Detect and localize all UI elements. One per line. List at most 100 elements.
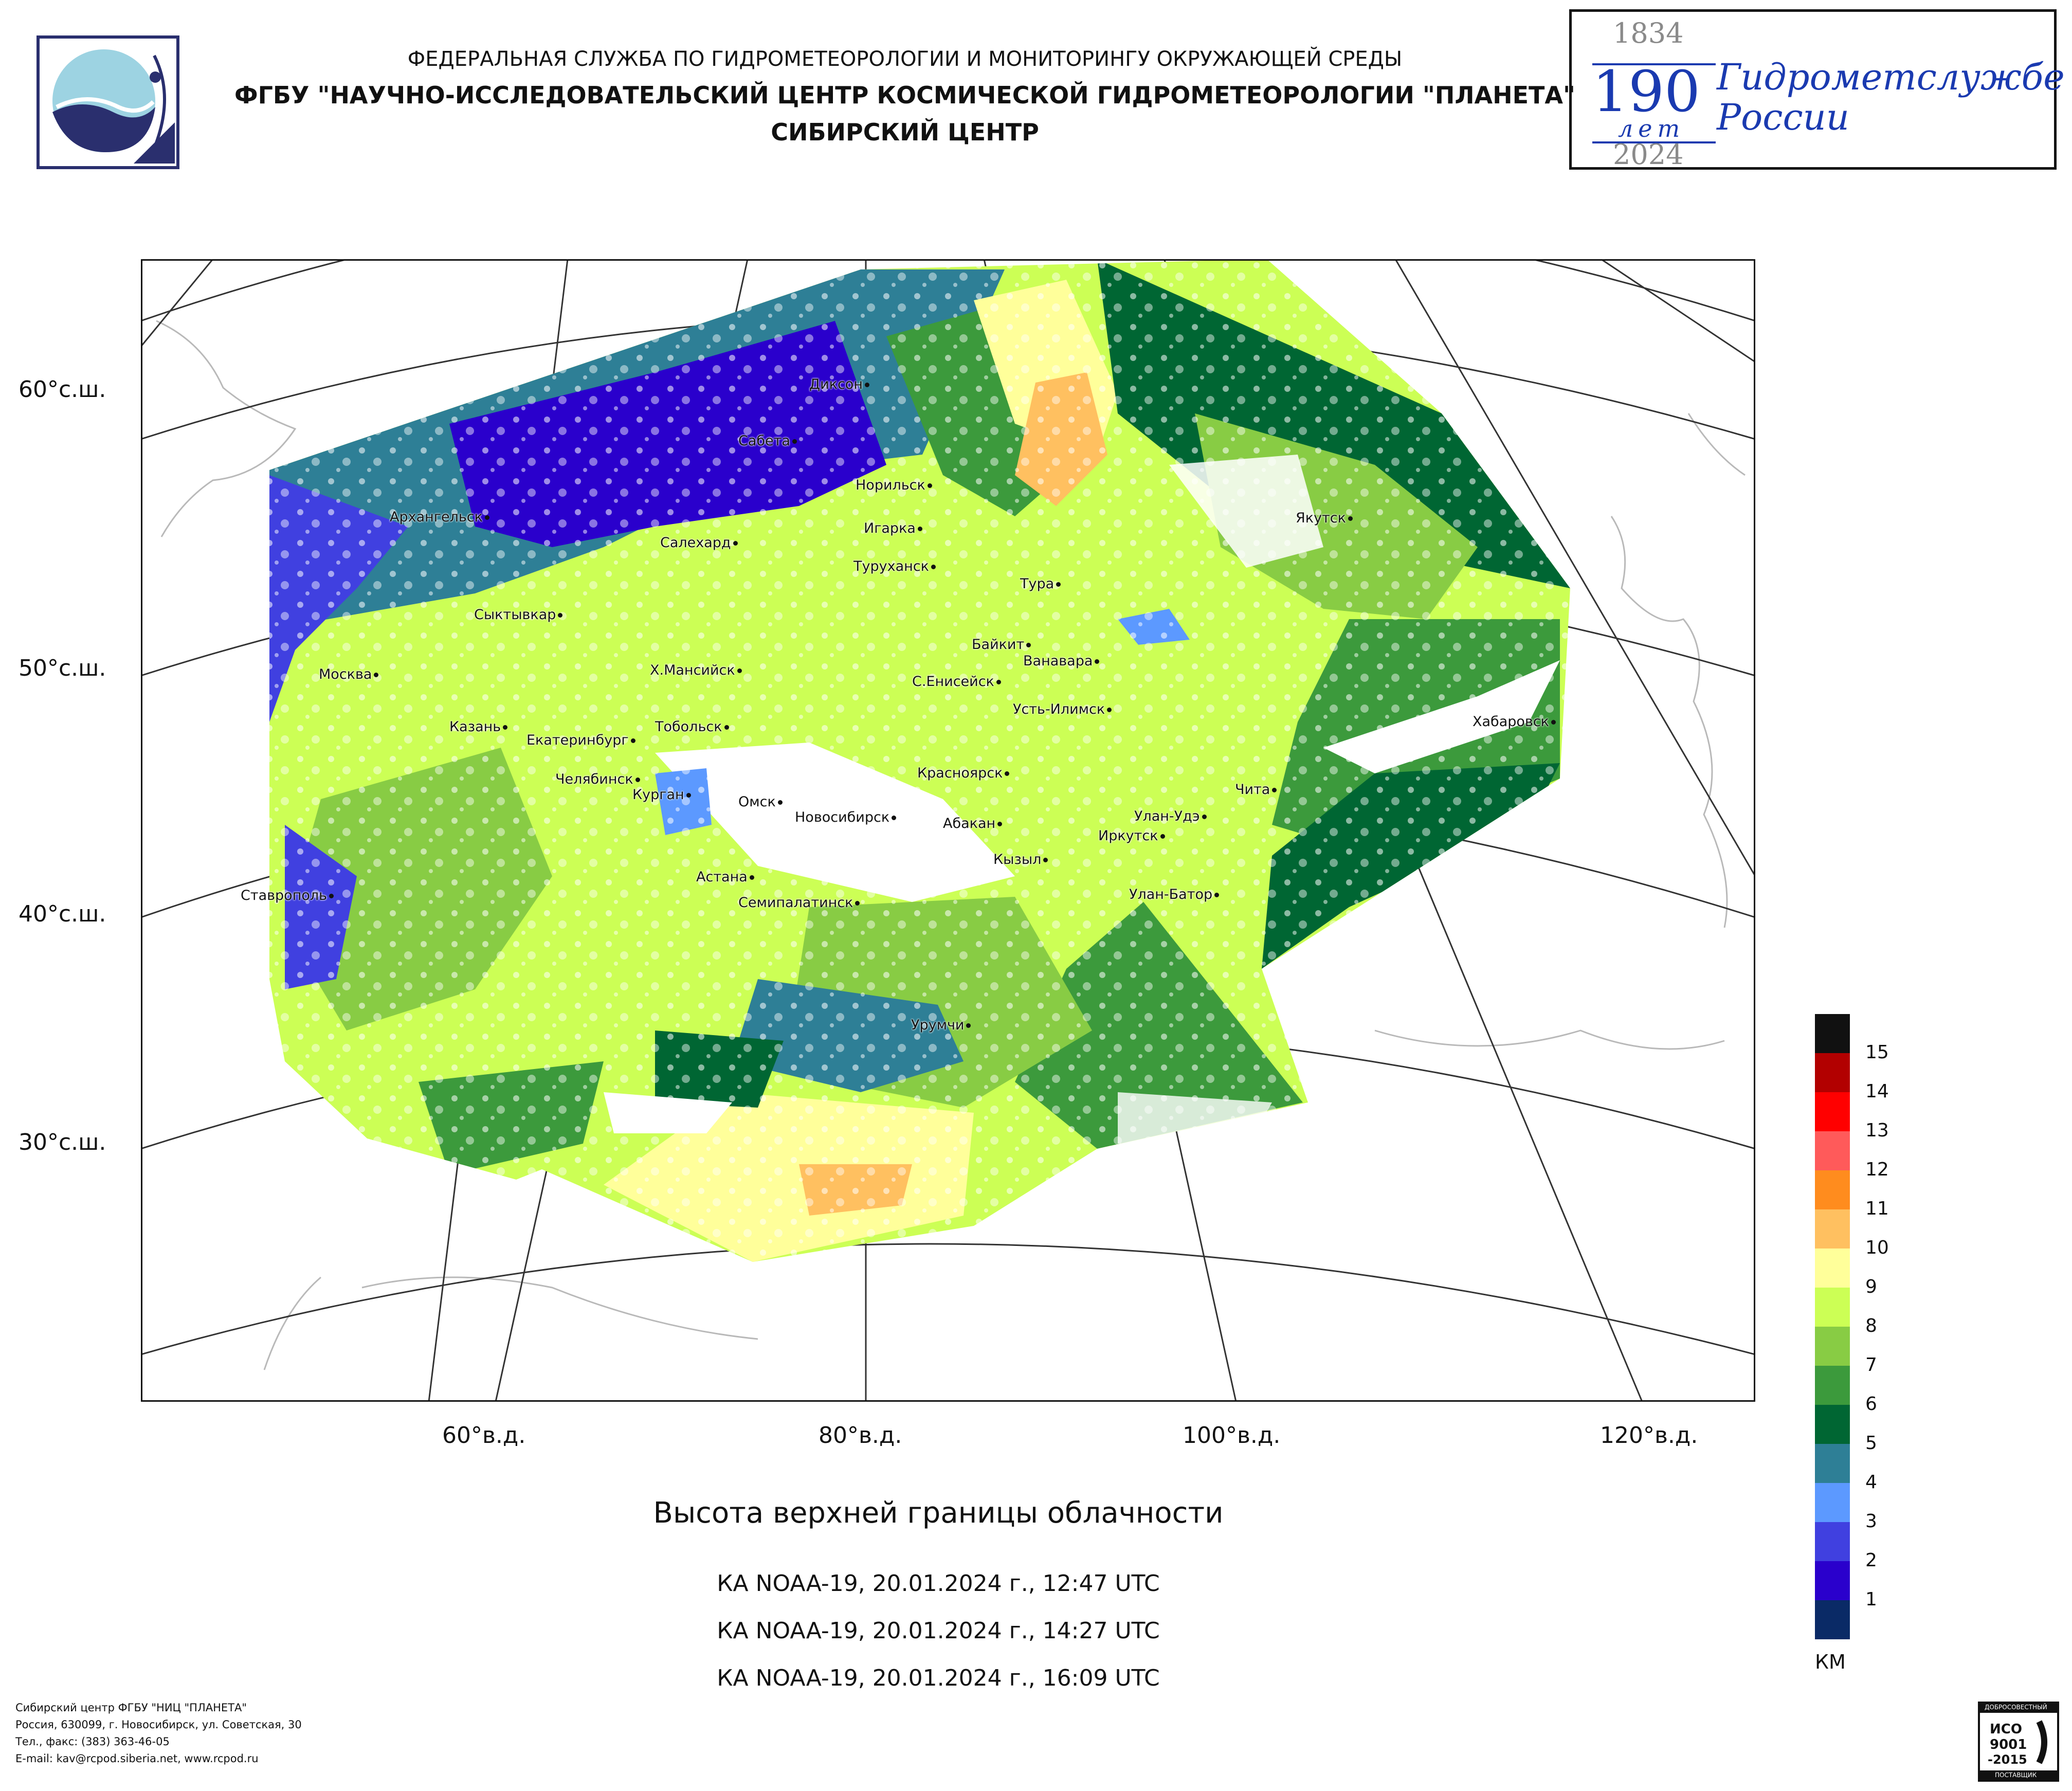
legend-label-6: 6 [1865, 1394, 1877, 1415]
legend-swatch-9 [1815, 1249, 1850, 1288]
planeta-logo [36, 35, 180, 170]
city-label-dikson: Диксон [809, 376, 869, 392]
cert-bottom: ПОСТАВЩИК [1995, 1771, 2037, 1779]
city-label-arkhangelsk: Архангельск [390, 509, 489, 525]
lon-label-60: 60°в.д. [442, 1422, 526, 1449]
city-label-novosibirsk: Новосибирск [795, 809, 897, 825]
city-label-norilsk: Норильск [856, 477, 932, 493]
legend-swatch-3 [1815, 1483, 1850, 1522]
city-label-chelyabinsk: Челябинск [555, 771, 640, 787]
footer-org: Сибирский центр ФГБУ "НИЦ "ПЛАНЕТА" [15, 1702, 247, 1714]
city-label-semipalatinsk: Семипалатинск [738, 895, 860, 911]
header-center: СИБИРСКИЙ ЦЕНТР [771, 118, 1039, 146]
iso-cert-badge: ДОБРОСОВЕСТНЫЙ ИСО 9001 -2015 ПОСТАВЩИК [1977, 1701, 2060, 1782]
footer-address: Россия, 630099, г. Новосибирск, ул. Сове… [15, 1718, 302, 1731]
legend-swatch-1 [1815, 1561, 1850, 1600]
city-label-yekaterinburg: Екатеринбург [526, 732, 635, 748]
legend-label-3: 3 [1865, 1511, 1877, 1532]
city-label-turukhansk: Туруханск [853, 558, 936, 574]
city-label-tobolsk: Тобольск [655, 719, 729, 735]
map-title: Высота верхней границы облачности [653, 1496, 1224, 1530]
lon-label-80: 80°в.д. [819, 1422, 902, 1449]
city-label-kyzyl: Кызыл [993, 852, 1048, 867]
header-agency: ФЕДЕРАЛЬНАЯ СЛУЖБА ПО ГИДРОМЕТЕОРОЛОГИИ … [407, 47, 1403, 71]
legend-swatch-13 [1815, 1092, 1850, 1131]
legend-label-7: 7 [1865, 1354, 1877, 1376]
lat-label-40: 40°с.ш. [19, 901, 106, 927]
anniversary-text-2: России [1717, 96, 1849, 138]
legend-swatch-2 [1815, 1522, 1850, 1561]
lon-label-120: 120°в.д. [1600, 1422, 1698, 1449]
city-label-omsk: Омск [738, 794, 783, 810]
legend-label-14: 14 [1865, 1081, 1889, 1102]
cert-iso: ИСО [1990, 1722, 2022, 1737]
lat-label-60: 60°с.ш. [19, 376, 106, 403]
city-label-yakutsk: Якутск [1296, 510, 1353, 526]
map-frame: Диксон Сабета Норильск Архангельск Салех… [139, 186, 1757, 1403]
city-label-irkutsk: Иркутск [1098, 828, 1165, 844]
city-label-sabetta: Сабета [738, 433, 797, 449]
city-label-kazan: Казань [449, 719, 508, 735]
legend-swatch-10 [1815, 1209, 1850, 1249]
lon-label-100: 100°в.д. [1183, 1422, 1281, 1449]
city-label-abakan: Абакан [943, 816, 1003, 831]
city-label-khanty-mansiysk: Х.Мансийск [650, 662, 742, 678]
legend-swatch-8 [1815, 1288, 1850, 1327]
city-label-syktyvkar: Сыктывкар [474, 607, 563, 623]
legend-unit: КМ [1815, 1651, 1846, 1673]
lat-label-50: 50°с.ш. [19, 655, 106, 681]
height-legend: 15 14 13 12 11 10 9 8 7 6 5 4 3 2 1 КМ [1815, 1014, 1918, 1683]
city-label-chita: Чита [1235, 782, 1277, 798]
anniversary-text-1: Гидрометслужбе [1717, 56, 2065, 98]
map-svg [139, 186, 1757, 1403]
legend-swatch-15 [1815, 1014, 1850, 1053]
legend-swatch-11 [1815, 1170, 1850, 1209]
city-label-ust-ilimsk: Усть-Илимск [1013, 701, 1112, 717]
anniversary-year-end: 2024 [1613, 138, 1684, 171]
footer-contact: Сибирский центр ФГБУ "НИЦ "ПЛАНЕТА" Росс… [15, 1699, 302, 1767]
legend-label-15: 15 [1865, 1042, 1889, 1063]
city-label-igarka: Игарка [864, 520, 922, 536]
lat-label-30: 30°с.ш. [19, 1129, 106, 1155]
legend-swatch-4 [1815, 1444, 1850, 1483]
header-institute: ФГБУ "НАУЧНО-ИССЛЕДОВАТЕЛЬСКИЙ ЦЕНТР КОС… [234, 81, 1575, 109]
legend-swatch-below-1 [1815, 1600, 1850, 1639]
legend-label-1: 1 [1865, 1589, 1877, 1610]
legend-label-2: 2 [1865, 1550, 1877, 1571]
legend-swatch-14 [1815, 1053, 1850, 1092]
city-label-moscow: Москва [319, 666, 379, 682]
city-label-stavropol: Ставрополь [241, 888, 334, 903]
pass-3: КА NOAA-19, 20.01.2024 г., 16:09 UTC [717, 1665, 1160, 1691]
footer-email: E-mail: kav@rcpod.siberia.net, www.rcpod… [15, 1752, 259, 1765]
city-label-urumqi: Урумчи [911, 1017, 971, 1033]
anniversary-year-start: 1834 [1613, 17, 1684, 49]
city-label-ulan-ude: Улан-Удэ [1134, 808, 1207, 824]
city-label-khabarovsk: Хабаровск [1473, 714, 1556, 730]
anniversary-years-word: лет [1618, 115, 1685, 142]
legend-label-5: 5 [1865, 1433, 1877, 1454]
legend-label-8: 8 [1865, 1315, 1877, 1336]
legend-swatch-12 [1815, 1131, 1850, 1170]
cert-top: ДОБРОСОВЕСТНЫЙ [1985, 1704, 2047, 1711]
legend-label-10: 10 [1865, 1237, 1889, 1258]
anniversary-number: 190 [1592, 59, 1700, 124]
city-label-vanavara: Ванавара [1023, 653, 1100, 669]
cert-year: -2015 [1988, 1752, 2027, 1767]
legend-label-13: 13 [1865, 1120, 1889, 1141]
footer-phone: Тел., факс: (383) 363-46-05 [15, 1735, 170, 1748]
legend-swatch-6 [1815, 1366, 1850, 1405]
legend-label-12: 12 [1865, 1159, 1889, 1180]
legend-label-11: 11 [1865, 1198, 1889, 1219]
city-label-baykit: Байкит [972, 637, 1031, 653]
city-label-krasnoyarsk: Красноярск [917, 765, 1010, 781]
city-label-ulaanbaatar: Улан-Батор [1129, 887, 1220, 902]
legend-label-4: 4 [1865, 1472, 1877, 1493]
city-label-severo-yeniseysk: С.Енисейск [912, 674, 1001, 690]
legend-swatch-5 [1815, 1405, 1850, 1444]
legend-label-9: 9 [1865, 1276, 1877, 1297]
city-label-salekhard: Салехард [660, 535, 738, 551]
city-label-kurgan: Курган [632, 787, 691, 803]
pass-2: КА NOAA-19, 20.01.2024 г., 14:27 UTC [717, 1618, 1160, 1644]
anniversary-badge: 1834 190 лет 2024 Гидрометслужбе России [1569, 9, 2065, 171]
